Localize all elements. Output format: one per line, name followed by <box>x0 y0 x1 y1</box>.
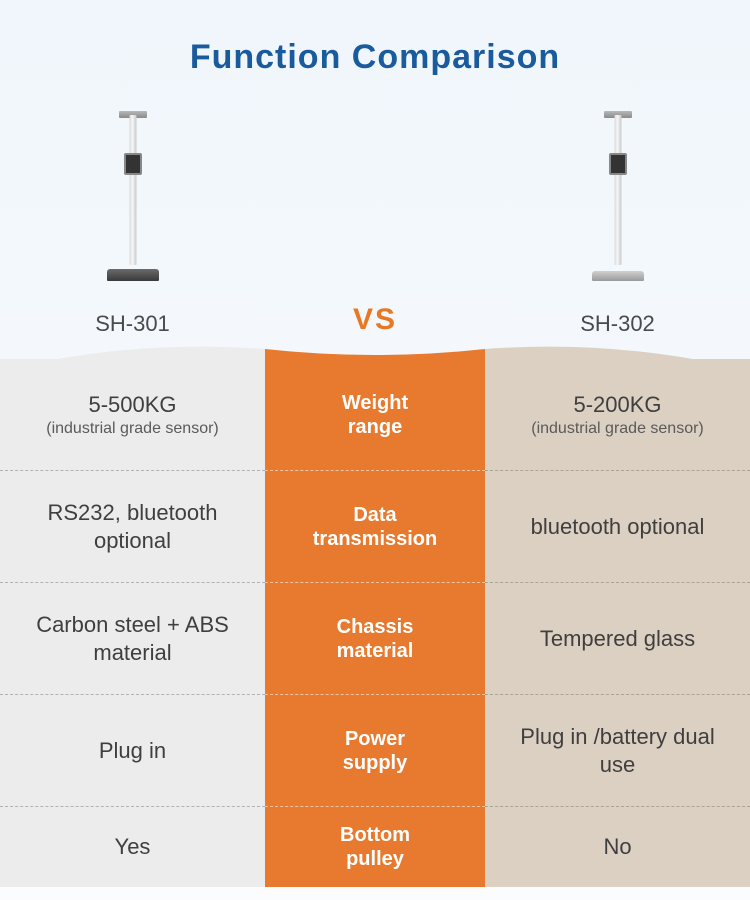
column-left: 5-500KG(industrial grade sensor) RS232, b… <box>0 359 265 887</box>
cell-right-main: 5-200KG <box>573 391 661 419</box>
cell-right-main: bluetooth optional <box>531 513 705 541</box>
cell-left: Yes <box>0 807 265 887</box>
cell-attribute: Weightrange <box>265 359 485 471</box>
product-right-label: SH-302 <box>580 311 655 337</box>
cell-left: 5-500KG(industrial grade sensor) <box>0 359 265 471</box>
cell-left: RS232, bluetooth optional <box>0 471 265 583</box>
product-left: SH-301 <box>0 111 265 337</box>
cell-right-main: Tempered glass <box>540 625 695 653</box>
comparison-table: 5-500KG(industrial grade sensor)RS232, b… <box>0 359 750 887</box>
cell-right: Plug in /battery dual use <box>485 695 750 807</box>
device-illustration-right <box>606 111 630 281</box>
cell-left: Carbon steel + ABS material <box>0 583 265 695</box>
cell-left-main: Carbon steel + ABS material <box>18 611 247 666</box>
column-right: 5-200KG(industrial grade sensor) bluetoot… <box>485 359 750 887</box>
cell-attribute: Datatransmission <box>265 471 485 583</box>
attribute-label: Weightrange <box>342 391 408 439</box>
cell-left-main: Plug in <box>99 737 166 765</box>
cell-attribute: Chassismaterial <box>265 583 485 695</box>
cell-right-main: No <box>603 833 631 861</box>
device-illustration-left <box>121 111 145 281</box>
attribute-label: Bottompulley <box>340 823 410 871</box>
product-header-row: SH-301 VS SH-302 <box>0 107 750 337</box>
page-title: Function Comparison <box>0 0 750 77</box>
cell-right-main: Plug in /battery dual use <box>503 723 732 778</box>
cell-left-main: Yes <box>115 833 151 861</box>
cell-left-sub: (industrial grade sensor) <box>46 420 219 438</box>
cell-right: bluetooth optional <box>485 471 750 583</box>
cell-left-main: 5-500KG <box>88 391 176 419</box>
attribute-label: Chassismaterial <box>337 615 414 663</box>
attribute-label: Powersupply <box>343 727 407 775</box>
attribute-label: Datatransmission <box>313 503 437 551</box>
product-right: SH-302 <box>485 111 750 337</box>
column-attribute: Weightrange Datatransmission Chassismateri… <box>265 359 485 887</box>
cell-right: No <box>485 807 750 887</box>
cell-attribute: Powersupply <box>265 695 485 807</box>
cell-attribute: Bottompulley <box>265 807 485 887</box>
cell-left: Plug in <box>0 695 265 807</box>
cell-right-sub: (industrial grade sensor) <box>531 420 704 438</box>
product-left-label: SH-301 <box>95 311 170 337</box>
cell-left-main: RS232, bluetooth optional <box>18 499 247 554</box>
cell-right: 5-200KG(industrial grade sensor) <box>485 359 750 471</box>
vs-label: VS <box>265 303 485 337</box>
cell-right: Tempered glass <box>485 583 750 695</box>
